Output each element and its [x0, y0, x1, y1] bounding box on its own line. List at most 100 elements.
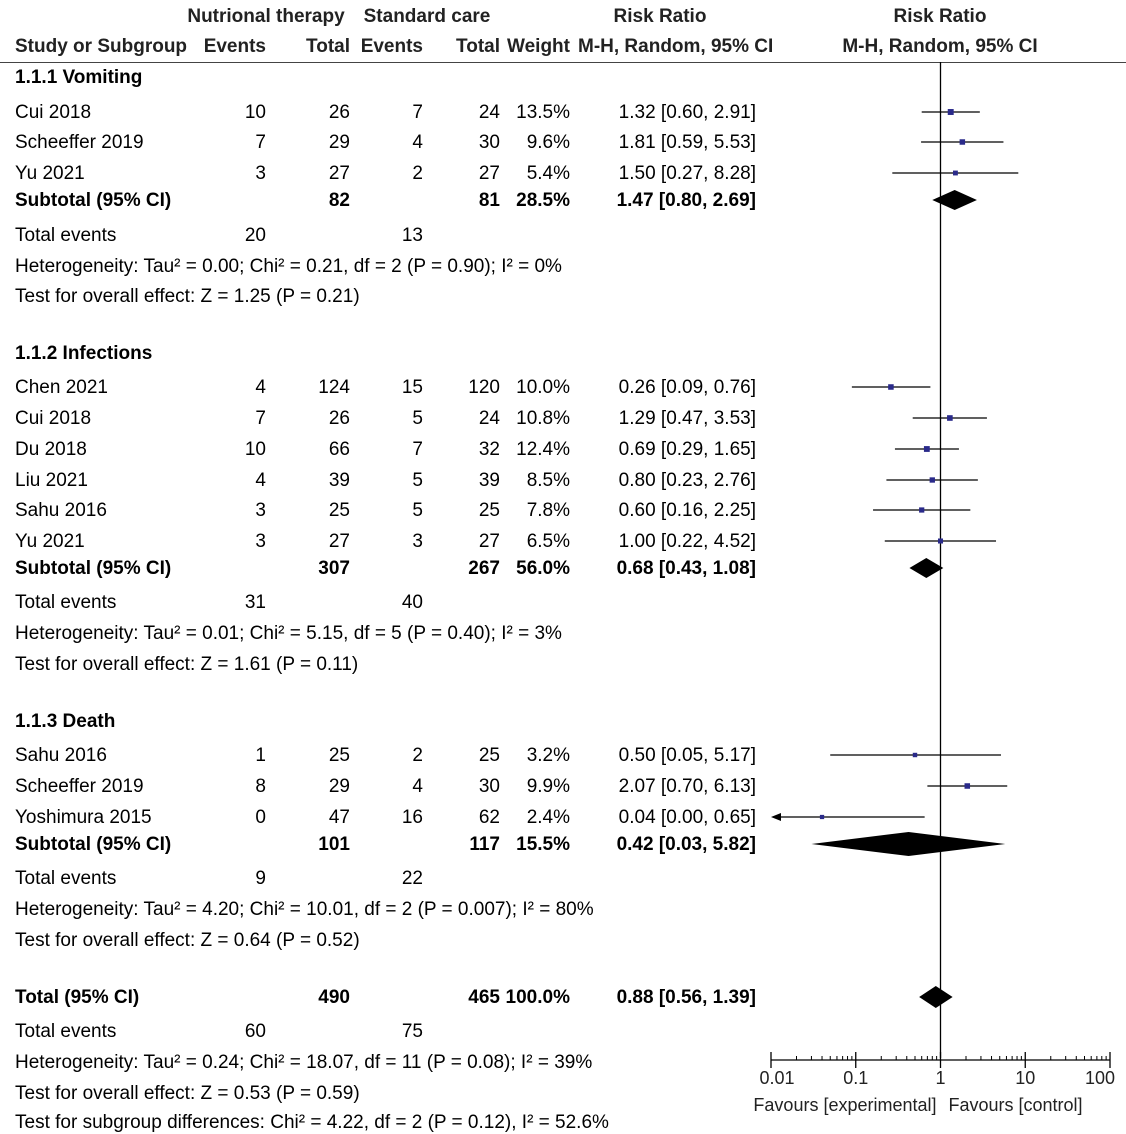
study-marker	[947, 109, 954, 115]
total-events-control: 13	[401, 225, 423, 246]
subtotal-total-control: 267	[468, 558, 500, 579]
risk-ratio-ci: 1.29 [0.47, 3.53]	[618, 408, 756, 429]
events-control: 16	[401, 807, 423, 828]
study-marker	[819, 814, 825, 820]
total-events-control: 22	[401, 868, 423, 889]
total-experimental: 29	[328, 132, 350, 153]
subtotal-total-experimental: 307	[318, 558, 350, 579]
x-tick-label: 10	[1015, 1068, 1035, 1088]
total-control: 120	[468, 377, 500, 398]
weight-value: 8.5%	[526, 470, 570, 491]
events-experimental: 10	[244, 439, 266, 460]
header-events-experimental: Events	[203, 36, 266, 57]
study-name: Sahu 2016	[15, 745, 107, 766]
header-experimental-group: Nutrional therapy	[187, 6, 345, 27]
weight-value: 13.5%	[516, 102, 570, 123]
events-control: 2	[412, 163, 423, 184]
subtotal-total-experimental: 82	[328, 190, 350, 211]
x-tick-label: 1	[935, 1068, 945, 1088]
subtotal-weight: 28.5%	[516, 190, 570, 211]
study-name: Liu 2021	[15, 470, 88, 491]
header-total-experimental: Total	[306, 36, 350, 57]
header-rule	[0, 62, 1126, 63]
events-experimental: 3	[255, 163, 266, 184]
overall-total-weight: 100.0%	[505, 987, 570, 1008]
header-control-group: Standard care	[363, 6, 491, 27]
total-control: 27	[478, 531, 500, 552]
subtotal-diamond	[932, 190, 977, 210]
subgroup-title: 1.1.1 Vomiting	[15, 67, 143, 88]
total-events-experimental: 9	[255, 868, 266, 889]
total-control: 24	[478, 408, 500, 429]
overall-total-label: Total (95% CI)	[15, 987, 140, 1008]
study-name: Yoshimura 2015	[15, 807, 152, 828]
subtotal-total-control: 117	[469, 834, 500, 855]
events-experimental: 10	[244, 102, 266, 123]
study-marker	[964, 783, 971, 789]
risk-ratio-ci: 0.04 [0.00, 0.65]	[618, 807, 756, 828]
x-tick-label: 100	[1085, 1068, 1115, 1088]
events-control: 7	[412, 102, 423, 123]
total-control: 24	[478, 102, 500, 123]
header-study: Study or Subgroup	[15, 36, 188, 57]
overall-effect-text: Test for overall effect: Z = 1.25 (P = 0…	[15, 286, 360, 307]
weight-value: 2.4%	[526, 807, 570, 828]
total-experimental: 25	[328, 500, 350, 521]
total-events-experimental: 31	[244, 592, 266, 613]
subtotal-total-control: 81	[478, 190, 500, 211]
events-experimental: 7	[255, 132, 266, 153]
subtotal-weight: 15.5%	[516, 834, 570, 855]
total-experimental: 47	[328, 807, 350, 828]
total-events-control: 75	[401, 1021, 423, 1042]
study-name: Yu 2021	[15, 531, 85, 552]
total-events-experimental: 60	[244, 1021, 266, 1042]
study-name: Scheeffer 2019	[15, 776, 144, 797]
weight-value: 9.6%	[526, 132, 570, 153]
study-marker	[912, 752, 918, 758]
header-events-control: Events	[360, 36, 423, 57]
events-experimental: 0	[255, 807, 266, 828]
events-experimental: 4	[255, 377, 266, 398]
events-control: 5	[412, 500, 423, 521]
heterogeneity-text: Heterogeneity: Tau² = 4.20; Chi² = 10.01…	[15, 899, 594, 920]
subtotal-label: Subtotal (95% CI)	[15, 834, 172, 855]
events-control: 2	[412, 745, 423, 766]
subtotal-label: Subtotal (95% CI)	[15, 190, 172, 211]
study-marker	[888, 384, 894, 390]
study-name: Chen 2021	[15, 377, 108, 398]
overall-total-control: 465	[468, 987, 500, 1008]
study-name: Sahu 2016	[15, 500, 107, 521]
weight-value: 10.0%	[516, 377, 570, 398]
overall-diamond	[919, 986, 953, 1008]
events-experimental: 8	[255, 776, 266, 797]
header-risk-ratio-column: Risk Ratio	[613, 6, 707, 27]
x-label-favours-experimental: Favours [experimental]	[753, 1095, 936, 1115]
events-experimental: 1	[255, 745, 266, 766]
events-control: 5	[412, 470, 423, 491]
header-risk-ratio-plot: Risk Ratio	[893, 6, 987, 27]
overall-effect-text: Test for overall effect: Z = 1.61 (P = 0…	[15, 654, 359, 675]
total-experimental: 27	[328, 163, 350, 184]
risk-ratio-ci: 0.26 [0.09, 0.76]	[618, 377, 756, 398]
risk-ratio-ci: 0.80 [0.23, 2.76]	[618, 470, 756, 491]
total-control: 25	[478, 745, 500, 766]
study-name: Scheeffer 2019	[15, 132, 144, 153]
overall-effect-text: Test for overall effect: Z = 0.53 (P = 0…	[15, 1083, 360, 1104]
risk-ratio-ci: 0.69 [0.29, 1.65]	[618, 439, 756, 460]
subtotal-total-experimental: 101	[318, 834, 350, 855]
total-events-experimental: 20	[244, 225, 266, 246]
risk-ratio-ci: 1.50 [0.27, 8.28]	[618, 163, 756, 184]
total-experimental: 25	[328, 745, 350, 766]
study-name: Cui 2018	[15, 408, 92, 429]
weight-value: 3.2%	[526, 745, 570, 766]
study-name: Yu 2021	[15, 163, 85, 184]
total-experimental: 66	[328, 439, 350, 460]
header-method-plot: M-H, Random, 95% CI	[842, 36, 1038, 57]
study-marker	[937, 538, 944, 544]
total-events-label: Total events	[15, 1021, 117, 1042]
risk-ratio-ci: 2.07 [0.70, 6.13]	[618, 776, 756, 797]
risk-ratio-ci: 1.81 [0.59, 5.53]	[618, 132, 756, 153]
risk-ratio-ci: 0.60 [0.16, 2.25]	[618, 500, 756, 521]
weight-value: 9.9%	[526, 776, 570, 797]
subtotal-diamond	[909, 558, 944, 578]
